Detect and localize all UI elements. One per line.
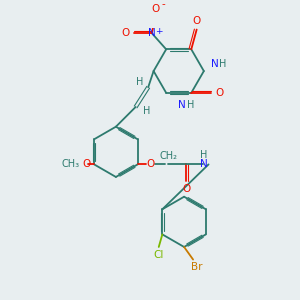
Text: +: + <box>155 27 163 36</box>
Text: N: N <box>200 159 208 170</box>
Text: O: O <box>193 16 201 26</box>
Text: O: O <box>151 4 160 14</box>
Text: N: N <box>178 100 186 110</box>
Text: CH₂: CH₂ <box>159 151 177 161</box>
Text: H: H <box>219 59 226 69</box>
Text: O: O <box>82 159 90 170</box>
Text: H: H <box>200 150 208 161</box>
Text: CH₃: CH₃ <box>62 159 80 170</box>
Text: Br: Br <box>191 262 203 272</box>
Text: O: O <box>182 184 190 194</box>
Text: H: H <box>136 77 143 87</box>
Text: O: O <box>215 88 223 98</box>
Text: N: N <box>211 59 218 69</box>
Text: Cl: Cl <box>154 250 164 260</box>
Text: O: O <box>146 159 154 170</box>
Text: H: H <box>143 106 150 116</box>
Text: -: - <box>162 0 165 9</box>
Text: N: N <box>148 28 156 38</box>
Text: H: H <box>187 100 194 110</box>
Text: O: O <box>122 28 130 38</box>
